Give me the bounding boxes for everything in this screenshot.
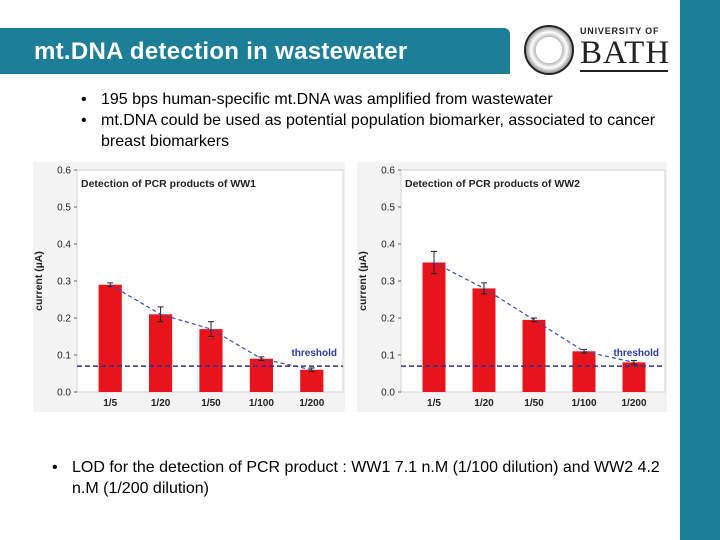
x-category-label: 1/20 (474, 398, 494, 409)
bar-1-100 (249, 358, 273, 392)
chart-ww1: 0.0 0.1 0.2 0.3 0.4 0.5 0.6 current (µA) Detecti… (33, 162, 345, 412)
bar-1-50 (522, 319, 546, 392)
bar-1-200 (300, 369, 324, 392)
y-tick-label: 0.2 (381, 314, 395, 325)
y-axis-label: current (µA) (33, 251, 45, 311)
bar-1-5 (422, 262, 446, 392)
chart-ww2-svg: 0.0 0.1 0.2 0.3 0.4 0.5 0.6 current (µA) Detecti… (357, 162, 667, 412)
bullet-item: • 195 bps human-specific mt.DNA was ampl… (81, 89, 681, 110)
bar-1-100 (572, 351, 596, 392)
y-tick-label: 0.1 (57, 351, 71, 362)
bar-1-20 (149, 314, 173, 392)
x-category-label: 1/20 (151, 398, 171, 409)
chart-title: Detection of PCR products of WW1 (81, 178, 256, 190)
x-category-label: 1/200 (299, 398, 324, 409)
y-tick-label: 0.1 (381, 351, 395, 362)
x-category-label: 1/100 (249, 398, 274, 409)
y-tick-label: 0.4 (57, 240, 71, 251)
y-tick-label: 0.6 (381, 166, 395, 177)
x-category-label: 1/200 (621, 398, 646, 409)
chart-ww2: 0.0 0.1 0.2 0.3 0.4 0.5 0.6 current (µA) Detecti… (357, 162, 667, 412)
university-logo: UNIVERSITY OF BATH (524, 24, 670, 76)
logo-line2: BATH (580, 35, 671, 71)
logo-line1: UNIVERSITY OF (580, 26, 660, 36)
trend-line (433, 261, 635, 363)
y-tick-label: 0.0 (381, 388, 395, 399)
bullet-text: LOD for the detection of PCR product : W… (72, 459, 660, 497)
university-seal-icon (524, 25, 574, 75)
logo-rule (580, 70, 668, 72)
bar-1-200 (622, 362, 646, 392)
y-tick-label: 0.0 (57, 388, 71, 399)
right-accent-stripe (680, 0, 720, 540)
y-tick-label: 0.5 (57, 203, 71, 214)
title-bar (0, 28, 510, 74)
bar-1-5 (98, 284, 122, 392)
chart-ww1-svg: 0.0 0.1 0.2 0.3 0.4 0.5 0.6 current (µA) Detecti… (33, 162, 345, 412)
y-tick-label: 0.3 (381, 277, 395, 288)
bar-1-50 (199, 329, 223, 392)
y-tick-label: 0.2 (57, 314, 71, 325)
y-tick-label: 0.5 (381, 203, 395, 214)
x-category-label: 1/50 (201, 398, 221, 409)
threshold-label: threshold (291, 348, 337, 359)
threshold-label: threshold (613, 348, 659, 359)
top-bullet-list: • 195 bps human-specific mt.DNA was ampl… (81, 89, 681, 152)
bar-1-20 (472, 288, 496, 392)
y-axis-label: current (µA) (357, 251, 369, 311)
bullet-text: 195 bps human-specific mt.DNA was amplif… (101, 91, 553, 108)
y-tick-label: 0.6 (57, 166, 71, 177)
bullet-item: • LOD for the detection of PCR product :… (52, 457, 672, 499)
bullet-item: • mt.DNA could be used as potential popu… (81, 110, 681, 152)
bullet-dot: • (81, 91, 87, 108)
y-tick-label: 0.3 (57, 277, 71, 288)
chart-title: Detection of PCR products of WW2 (405, 178, 580, 190)
slide-title: mt.DNA detection in wastewater (34, 38, 408, 65)
x-category-label: 1/5 (103, 398, 117, 409)
y-tick-label: 0.4 (381, 240, 395, 251)
trend-line (109, 284, 312, 371)
x-category-label: 1/50 (524, 398, 544, 409)
x-category-label: 1/5 (427, 398, 441, 409)
bullet-dot: • (81, 112, 87, 129)
bottom-bullet-list: • LOD for the detection of PCR product :… (52, 457, 672, 499)
bullet-text: mt.DNA could be used as potential popula… (101, 112, 656, 150)
x-category-label: 1/100 (571, 398, 596, 409)
bullet-dot: • (52, 459, 58, 476)
